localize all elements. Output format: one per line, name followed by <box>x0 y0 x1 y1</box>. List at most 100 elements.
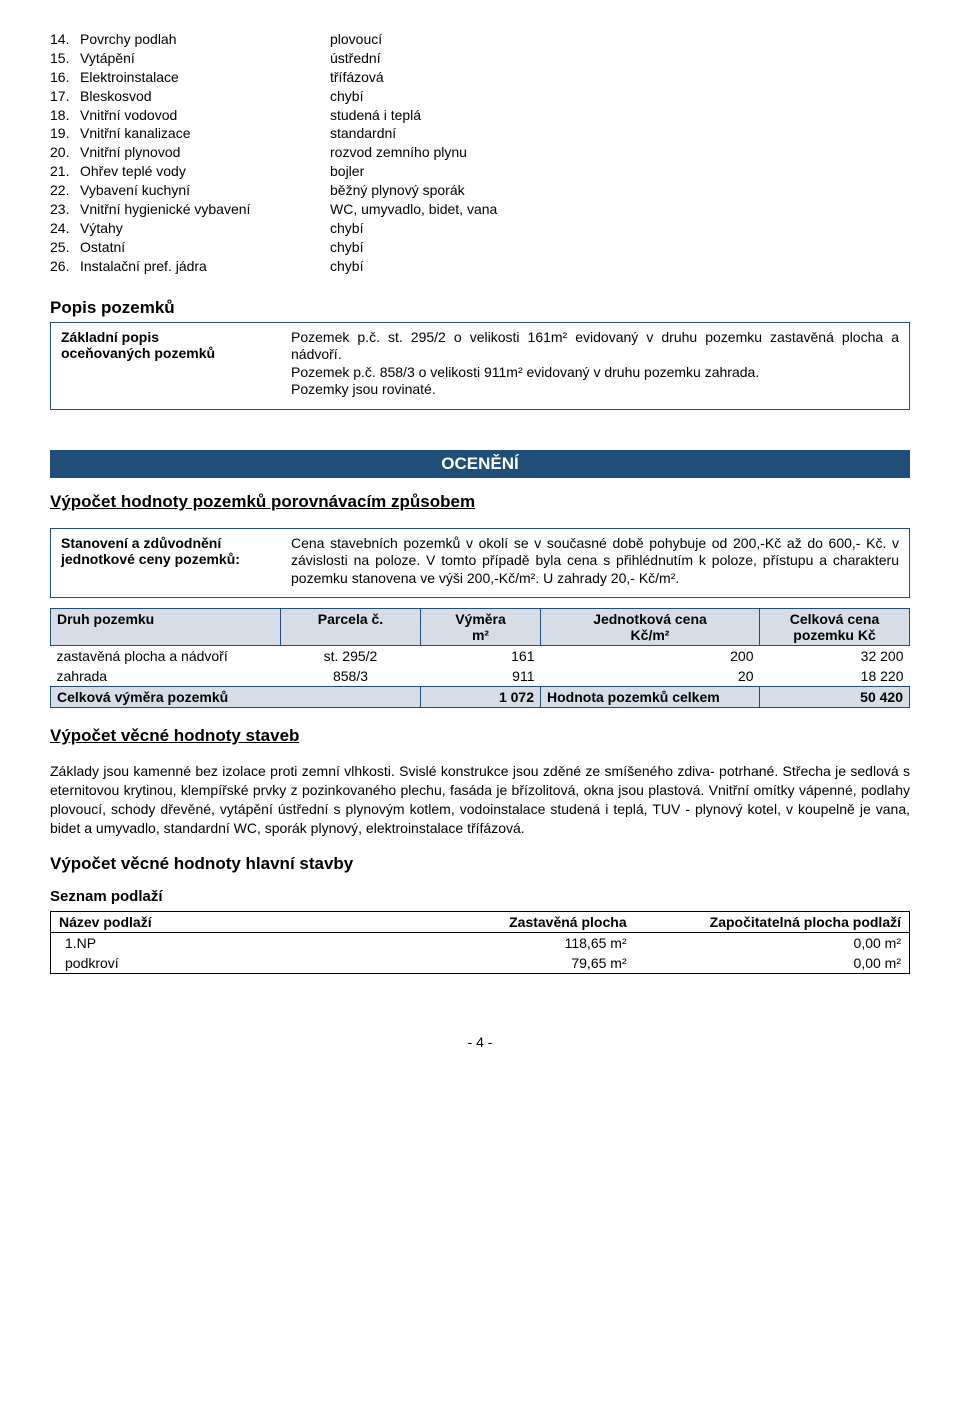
equip-label: Bleskosvod <box>80 87 330 106</box>
equip-label: Vnitřní kanalizace <box>80 124 330 143</box>
equip-num: 20. <box>50 143 80 162</box>
equip-label: Ostatní <box>80 238 330 257</box>
table-total-row: Celková výměra pozemků 1 072 Hodnota poz… <box>51 687 910 708</box>
equip-num: 19. <box>50 124 80 143</box>
vecna-heading2: Výpočet věcné hodnoty hlavní stavby <box>50 854 910 874</box>
equipment-row: 22.Vybavení kuchyníběžný plynový sporák <box>50 181 910 200</box>
pozemky-table: Druh pozemku Parcela č. Výměra m² Jednot… <box>50 608 910 708</box>
equip-label: Vnitřní plynovod <box>80 143 330 162</box>
equip-label: Elektroinstalace <box>80 68 330 87</box>
equip-num: 14. <box>50 30 80 49</box>
stanoveni-label-line1: Stanovení a zdůvodnění <box>61 535 291 551</box>
equip-label: Instalační pref. jádra <box>80 257 330 276</box>
tot-mid: Hodnota pozemků celkem <box>541 687 760 708</box>
cell-druh: zahrada <box>51 666 281 687</box>
equipment-row: 24.Výtahychybí <box>50 219 910 238</box>
equipment-row: 16.Elektroinstalacetřífázová <box>50 68 910 87</box>
cell-zp: 79,65 m² <box>394 953 635 974</box>
equip-label: Povrchy podlah <box>80 30 330 49</box>
stanoveni-text: Cena stavebních pozemků v okolí se v sou… <box>291 535 899 588</box>
th-vymera-2: m² <box>427 627 534 643</box>
th-cc: Celková cena pozemku Kč <box>760 609 910 646</box>
equipment-row: 20.Vnitřní plynovodrozvod zemního plynu <box>50 143 910 162</box>
th-cc-2: pozemku Kč <box>766 627 903 643</box>
equip-value: WC, umyvadlo, bidet, vana <box>330 200 910 219</box>
equipment-row: 14.Povrchy podlahplovoucí <box>50 30 910 49</box>
equip-value: rozvod zemního plynu <box>330 143 910 162</box>
equip-value: plovoucí <box>330 30 910 49</box>
cell-name: 1.NP <box>51 932 395 953</box>
th-vymera: Výměra m² <box>421 609 541 646</box>
th-zpp: Započitatelná plocha podlaží <box>635 911 910 932</box>
vypocet-pozemku-heading: Výpočet hodnoty pozemků porovnávacím způ… <box>50 492 910 512</box>
equip-num: 21. <box>50 162 80 181</box>
equipment-row: 17.Bleskosvodchybí <box>50 87 910 106</box>
equip-num: 16. <box>50 68 80 87</box>
th-zp: Zastavěná plocha <box>394 911 635 932</box>
equipment-row: 25.Ostatníchybí <box>50 238 910 257</box>
equipment-row: 19.Vnitřní kanalizacestandardní <box>50 124 910 143</box>
equip-num: 15. <box>50 49 80 68</box>
table-header-row: Druh pozemku Parcela č. Výměra m² Jednot… <box>51 609 910 646</box>
equip-label: Výtahy <box>80 219 330 238</box>
equip-value: chybí <box>330 238 910 257</box>
equip-num: 23. <box>50 200 80 219</box>
equip-value: ústřední <box>330 49 910 68</box>
equipment-row: 23.Vnitřní hygienické vybaveníWC, umyvad… <box>50 200 910 219</box>
stanoveni-label-line2: jednotkové ceny pozemků: <box>61 551 291 567</box>
oceneni-banner: OCENĚNÍ <box>50 450 910 478</box>
cell-jc: 200 <box>541 646 760 667</box>
popis-p2: Pozemek p.č. 858/3 o velikosti 911m² evi… <box>291 364 899 382</box>
equipment-row: 15.Vytápěníústřední <box>50 49 910 68</box>
popis-pozemku-label: Základní popis oceňovaných pozemků <box>61 329 291 399</box>
equip-value: chybí <box>330 87 910 106</box>
page-number: - 4 - <box>50 1034 910 1050</box>
popis-pozemku-heading: Popis pozemků <box>50 298 910 318</box>
podlazi-table: Název podlaží Zastavěná plocha Započitat… <box>50 911 910 974</box>
equip-value: studená i teplá <box>330 106 910 125</box>
cell-name: podkroví <box>51 953 395 974</box>
equip-value: bojler <box>330 162 910 181</box>
cell-cc: 32 200 <box>760 646 910 667</box>
equip-value: třífázová <box>330 68 910 87</box>
popis-label-line2: oceňovaných pozemků <box>61 345 291 361</box>
cell-vymera: 911 <box>421 666 541 687</box>
table-row: podkroví79,65 m²0,00 m² <box>51 953 910 974</box>
popis-label-line1: Základní popis <box>61 329 291 345</box>
equip-value: chybí <box>330 257 910 276</box>
cell-jc: 20 <box>541 666 760 687</box>
th-parcela: Parcela č. <box>281 609 421 646</box>
th-jc-1: Jednotková cena <box>547 611 753 627</box>
table-row: 1.NP118,65 m²0,00 m² <box>51 932 910 953</box>
equipment-row: 26.Instalační pref. jádrachybí <box>50 257 910 276</box>
equip-label: Vytápění <box>80 49 330 68</box>
equip-num: 17. <box>50 87 80 106</box>
stanoveni-box: Stanovení a zdůvodnění jednotkové ceny p… <box>50 528 910 599</box>
cell-parcela: st. 295/2 <box>281 646 421 667</box>
tot-cena: 50 420 <box>760 687 910 708</box>
tot-vymera: 1 072 <box>421 687 541 708</box>
equip-num: 26. <box>50 257 80 276</box>
popis-p3: Pozemky jsou rovinaté. <box>291 381 899 399</box>
popis-p1: Pozemek p.č. st. 295/2 o velikosti 161m²… <box>291 329 899 364</box>
equipment-row: 21.Ohřev teplé vodybojler <box>50 162 910 181</box>
cell-zp: 118,65 m² <box>394 932 635 953</box>
equipment-list: 14.Povrchy podlahplovoucí15.Vytápěníústř… <box>50 30 910 276</box>
equip-label: Vnitřní hygienické vybavení <box>80 200 330 219</box>
cell-vymera: 161 <box>421 646 541 667</box>
th-vymera-1: Výměra <box>427 611 534 627</box>
cell-parcela: 858/3 <box>281 666 421 687</box>
tot-label: Celková výměra pozemků <box>51 687 421 708</box>
equip-num: 24. <box>50 219 80 238</box>
vecna-para: Základy jsou kamenné bez izolace proti z… <box>50 762 910 838</box>
equip-label: Ohřev teplé vody <box>80 162 330 181</box>
equip-label: Vnitřní vodovod <box>80 106 330 125</box>
th-jc-2: Kč/m² <box>547 627 753 643</box>
th-nazev: Název podlaží <box>51 911 395 932</box>
th-jc: Jednotková cena Kč/m² <box>541 609 760 646</box>
seznam-podlazi-heading: Seznam podlaží <box>50 888 910 905</box>
equip-value: běžný plynový sporák <box>330 181 910 200</box>
equipment-row: 18.Vnitřní vodovodstudená i teplá <box>50 106 910 125</box>
cell-zpp: 0,00 m² <box>635 953 910 974</box>
cell-cc: 18 220 <box>760 666 910 687</box>
